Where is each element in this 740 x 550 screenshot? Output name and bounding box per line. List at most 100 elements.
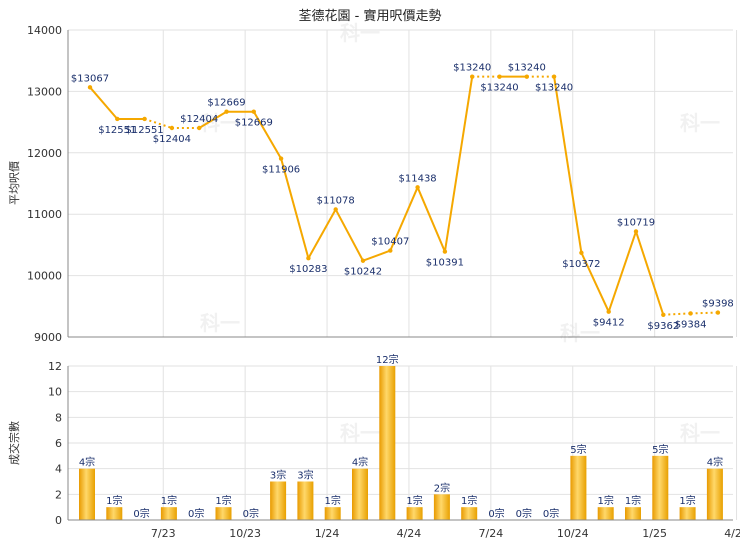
point-label-8: $10283	[289, 264, 327, 275]
line-segment-9	[334, 208, 364, 262]
top-ytick-4: 13000	[27, 85, 62, 98]
line-point-14	[470, 74, 475, 79]
xtick-3: 4/24	[397, 527, 422, 540]
watermark-2: 科一	[680, 111, 720, 135]
watermark-3: 科一	[340, 421, 380, 445]
line-segment-7	[280, 158, 310, 259]
line-point-12	[415, 185, 420, 190]
line-point-5	[224, 109, 229, 114]
bar-20	[625, 507, 641, 520]
top-ytick-5: 14000	[27, 24, 62, 37]
bar-21	[652, 455, 669, 520]
bar-13	[433, 494, 450, 520]
line-point-9	[333, 207, 338, 212]
line-point-21	[661, 312, 666, 317]
bottom-ytick-2: 4	[55, 463, 62, 476]
bar-label-9: 1宗	[325, 494, 341, 507]
bar-label-17: 0宗	[543, 507, 559, 520]
bar-5	[215, 507, 232, 520]
bar-14	[461, 507, 478, 520]
bar-7	[270, 481, 287, 520]
point-label-0: $13067	[71, 73, 109, 84]
bar-1	[106, 507, 123, 520]
line-point-1	[115, 116, 120, 122]
bar-label-14: 1宗	[461, 494, 477, 507]
bar-label-0: 4宗	[79, 456, 95, 469]
bar-label-12: 1宗	[406, 494, 422, 507]
bar-label-22: 1宗	[679, 494, 695, 507]
bar-label-20: 1宗	[625, 494, 641, 507]
point-label-13: $10391	[426, 258, 464, 269]
axes	[67, 30, 733, 521]
chart-title: 荃德花園 - 實用呎價走勢	[299, 8, 442, 24]
point-label-9: $11078	[317, 195, 355, 206]
line-point-23	[715, 310, 721, 315]
bar-label-3: 1宗	[161, 494, 177, 507]
bottom-ytick-6: 12	[48, 360, 62, 373]
point-label-7: $11906	[262, 165, 300, 176]
bar-9	[324, 507, 341, 520]
line-point-13	[442, 249, 448, 254]
point-label-2: $12551	[126, 125, 164, 136]
line-series: $13067$12551$12551$12404$12404$12669$126…	[71, 63, 734, 332]
bottom-ylabel: 成交宗數	[7, 421, 21, 465]
line-segment-22	[690, 311, 718, 315]
top-ytick-3: 12000	[27, 147, 62, 160]
point-label-11: $10407	[371, 237, 409, 248]
watermark-1: 科一	[200, 311, 240, 335]
point-label-18: $10372	[562, 259, 600, 270]
bottom-ytick-3: 6	[55, 437, 62, 450]
point-label-21: $9362	[647, 321, 679, 332]
bar-label-7: 3宗	[270, 469, 286, 482]
point-label-15: $13240	[480, 83, 518, 94]
line-segment-12	[416, 186, 446, 252]
line-point-18	[579, 250, 584, 255]
bar-label-8: 3宗	[297, 469, 313, 482]
xtick-2: 1/24	[315, 527, 340, 540]
point-label-10: $10242	[344, 267, 382, 278]
line-point-4	[197, 125, 202, 131]
line-point-6	[251, 109, 256, 114]
line-segment-20	[635, 231, 665, 316]
bar-23	[706, 468, 723, 520]
bar-label-21: 5宗	[652, 443, 668, 456]
line-segment-8	[307, 208, 337, 259]
top-ytick-0: 9000	[34, 331, 62, 344]
bar-0	[79, 468, 95, 520]
point-label-19: $9412	[593, 318, 625, 329]
bar-label-13: 2宗	[434, 481, 450, 494]
line-chart-grid: 9000 10000 11000 12000 13000 14000	[27, 24, 738, 344]
bar-label-19: 1宗	[598, 494, 614, 507]
point-label-20: $10719	[617, 217, 655, 228]
line-point-17	[551, 74, 557, 79]
line-point-2	[142, 116, 147, 122]
bar-label-10: 4宗	[352, 456, 368, 469]
bottom-ytick-1: 2	[55, 488, 62, 501]
line-segment-18	[580, 252, 610, 313]
point-label-5: $12669	[207, 98, 245, 109]
top-ytick-1: 10000	[27, 270, 62, 283]
bar-label-4: 0宗	[188, 507, 204, 520]
xtick-4: 7/24	[478, 527, 503, 540]
bar-label-5: 1宗	[215, 494, 231, 507]
point-label-22: $9384	[675, 319, 707, 330]
point-label-16: $13240	[508, 63, 546, 74]
bar-3	[160, 507, 177, 520]
bar-label-11: 12宗	[376, 353, 399, 366]
bar-22	[679, 507, 696, 520]
watermark-5: 科一	[680, 421, 720, 445]
bar-12	[406, 507, 423, 520]
bar-label-1: 1宗	[106, 494, 122, 507]
line-point-0	[87, 85, 93, 90]
line-point-7	[278, 156, 284, 161]
bar-label-6: 0宗	[243, 507, 259, 520]
xtick-1: 10/23	[229, 527, 261, 540]
point-label-6: $12669	[235, 118, 273, 129]
top-ytick-2: 11000	[27, 208, 62, 221]
bar-label-15: 0宗	[488, 507, 504, 520]
point-label-12: $11438	[399, 173, 437, 184]
watermark-0: 科一	[340, 21, 380, 45]
point-label-3: $12404	[153, 134, 191, 145]
